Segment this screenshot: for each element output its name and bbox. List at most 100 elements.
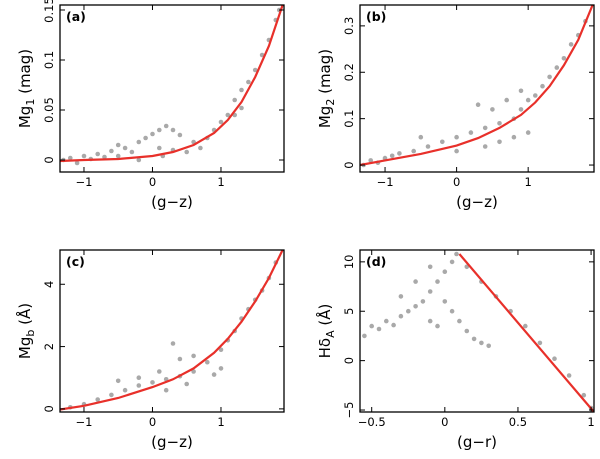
y-tick-label: 0 — [342, 161, 356, 168]
panel-2: −1 0 1 0 0.1 0.2 0.3 (b) (g−z) Mg2 (mag) — [316, 4, 595, 211]
plot-area — [60, 250, 284, 411]
x-tick-label: 1 — [217, 175, 224, 189]
x-tick-label: −1 — [377, 175, 394, 189]
data-point — [475, 102, 481, 107]
y-tick-label: 0.05 — [42, 97, 56, 123]
data-point — [136, 157, 142, 163]
data-point — [552, 356, 557, 362]
data-point — [497, 121, 502, 126]
fit-line — [60, 5, 284, 163]
data-point — [191, 369, 196, 374]
x-tick-label: 0 — [149, 415, 156, 429]
data-point — [170, 127, 176, 133]
data-point — [457, 318, 462, 324]
data-point — [170, 341, 176, 346]
data-point — [122, 145, 128, 151]
y-tick-label: 0.1 — [42, 51, 56, 69]
panel-4: −0.5 0 0.5 1 −5 0 5 10 (d) (g−r) HδA (Å) — [315, 249, 595, 451]
data-point — [102, 154, 107, 160]
data-point — [177, 132, 183, 138]
fit-line — [360, 5, 594, 167]
data-point — [413, 279, 418, 284]
data-point — [362, 333, 367, 339]
data-point — [581, 392, 587, 398]
data-point — [184, 149, 189, 155]
data-point — [115, 142, 121, 148]
data-point — [397, 151, 402, 156]
data-point — [525, 97, 531, 103]
data-point — [232, 97, 237, 103]
panel-label: (d) — [366, 254, 386, 269]
data-point — [482, 144, 488, 149]
panel-label: (a) — [66, 9, 86, 24]
data-point — [239, 87, 244, 93]
fit-line — [60, 250, 284, 411]
data-point — [566, 373, 572, 378]
data-point — [136, 383, 142, 388]
data-point — [225, 112, 231, 118]
fit-line — [458, 253, 594, 412]
data-point — [157, 127, 162, 133]
x-axis-label: (g−z) — [151, 193, 193, 211]
data-point — [163, 123, 169, 129]
data-point — [440, 139, 445, 145]
x-tick-label: 0 — [149, 175, 156, 189]
y-tick-label: 0 — [42, 156, 56, 163]
data-point — [490, 107, 495, 112]
data-point — [468, 130, 474, 135]
x-tick-label: 1 — [525, 175, 532, 189]
data-point — [454, 148, 459, 154]
y-tick-label: −5 — [342, 402, 356, 419]
data-point — [143, 135, 148, 141]
x-axis-label: (g−r) — [457, 433, 497, 451]
data-point — [389, 153, 395, 159]
data-point — [518, 88, 524, 94]
data-point — [561, 56, 567, 61]
data-point — [482, 125, 488, 131]
data-point — [391, 322, 396, 328]
data-point — [523, 323, 528, 329]
y-tick-label: 0.3 — [342, 17, 356, 35]
y-tick-label: 0 — [342, 357, 356, 364]
data-point — [449, 259, 455, 265]
data-point — [157, 145, 162, 151]
data-point — [246, 79, 251, 85]
data-point — [218, 347, 224, 353]
data-point — [136, 375, 142, 381]
data-point — [411, 148, 417, 154]
data-point — [418, 134, 424, 140]
data-point — [533, 93, 538, 98]
data-point — [486, 343, 492, 349]
data-point — [398, 294, 404, 299]
y-tick-label: 10 — [342, 255, 356, 270]
data-point — [568, 42, 574, 47]
data-point — [163, 387, 169, 393]
data-point — [150, 131, 155, 137]
data-point — [95, 151, 100, 157]
panel-label: (b) — [366, 9, 386, 24]
x-axis-label: (g−z) — [456, 193, 498, 211]
data-point — [115, 153, 121, 159]
data-point — [136, 139, 142, 145]
data-point — [184, 381, 189, 387]
data-point — [554, 65, 560, 70]
data-point — [540, 83, 545, 89]
data-point — [369, 323, 375, 329]
y-tick-label: 2 — [42, 343, 56, 350]
y-axis-label: HδA (Å) — [315, 304, 337, 359]
x-tick-label: 1 — [217, 415, 224, 429]
axes-frame — [59, 4, 285, 173]
data-point — [425, 144, 431, 149]
data-point — [109, 148, 114, 154]
data-point — [442, 269, 448, 275]
x-tick-label: −0.5 — [358, 415, 386, 429]
data-point — [454, 251, 459, 257]
data-point — [95, 397, 100, 402]
data-point — [435, 323, 440, 329]
data-point — [74, 160, 80, 166]
y-tick-label: 4 — [42, 281, 56, 288]
data-point — [547, 74, 552, 80]
data-point — [81, 153, 87, 159]
data-point — [68, 155, 73, 161]
